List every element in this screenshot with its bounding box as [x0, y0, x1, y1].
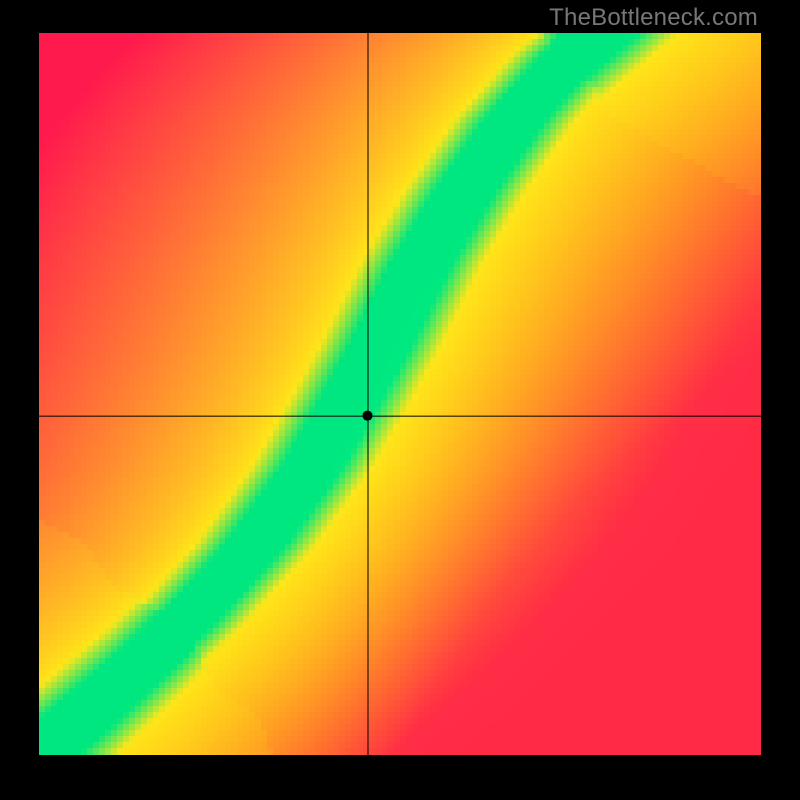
heatmap-plot — [39, 33, 761, 755]
heatmap-canvas — [39, 33, 761, 755]
chart-wrapper: TheBottleneck.com — [0, 0, 800, 800]
watermark-text: TheBottleneck.com — [549, 4, 758, 32]
